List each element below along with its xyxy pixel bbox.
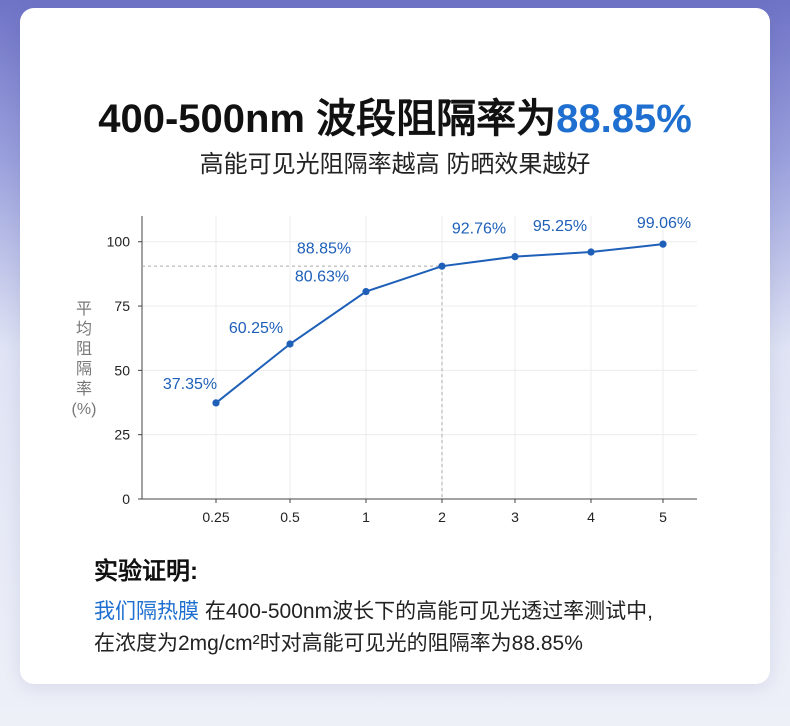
page-subtitle: 高能可见光阻隔率越高 防晒效果越好: [199, 151, 591, 178]
data-label: 92.76%: [452, 221, 506, 238]
data-label: 88.85%: [297, 241, 351, 258]
y-axis-label: 平均阻隔率(%): [71, 301, 97, 418]
data-point: [511, 253, 519, 261]
data-point: [286, 340, 294, 348]
data-label: 95.25%: [533, 218, 587, 235]
data-point: [659, 240, 667, 248]
x-tick-label: 0.5: [280, 509, 300, 525]
data-point: [438, 262, 446, 270]
proof-title: 实验证明:: [94, 558, 198, 585]
content-card: 400-500nm 波段阻隔率为88.85% 高能可见光阻隔率越高 防晒效果越好: [20, 8, 770, 684]
title-highlight: 88.85%: [556, 97, 692, 141]
y-tick-label: 50: [114, 362, 130, 378]
data-label: 99.06%: [637, 215, 691, 232]
proof-text-line-2: 在浓度为2mg/cm²时对高能可见光的阻隔率为88.85%: [94, 632, 583, 655]
data-label: 60.25%: [229, 320, 283, 337]
data-point: [212, 399, 220, 407]
brand-name: 我们隔热膜: [94, 600, 199, 623]
title-main: 400-500nm 波段阻隔率为: [98, 97, 557, 141]
y-tick-label: 75: [114, 298, 130, 314]
proof-text-rest: 在400-500nm波长下的高能可见光透过率测试中,: [199, 600, 653, 623]
proof-text-line-1: 我们隔热膜 在400-500nm波长下的高能可见光透过率测试中,: [94, 595, 653, 625]
y-tick-label: 25: [114, 427, 130, 443]
data-label: 80.63%: [295, 269, 349, 286]
data-label: 37.35%: [163, 376, 217, 393]
x-tick-label: 1: [362, 509, 370, 525]
x-tick-label: 2: [438, 509, 446, 525]
data-point: [587, 248, 595, 256]
y-tick-label: 0: [122, 491, 130, 507]
x-tick-label: 0.25: [202, 509, 229, 525]
x-tick-label: 3: [511, 509, 519, 525]
y-tick-label: 100: [107, 234, 131, 250]
x-tick-label: 4: [587, 509, 595, 525]
data-point: [362, 287, 370, 296]
page-title: 400-500nm 波段阻隔率为88.85%: [20, 86, 770, 144]
x-tick-label: 5: [659, 509, 667, 525]
